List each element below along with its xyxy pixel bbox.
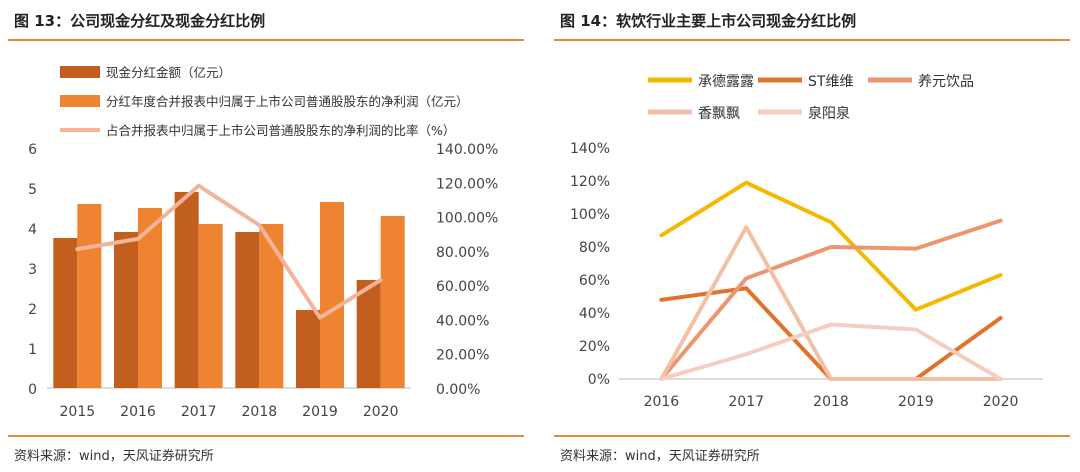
- x-tick-label: 2018: [813, 394, 849, 410]
- x-tick-label: 2020: [363, 404, 399, 420]
- y-tick-label: 1: [28, 342, 37, 358]
- x-tick-label: 2016: [644, 394, 680, 410]
- x-tick-label: 2017: [728, 394, 764, 410]
- x-tick-label: 2016: [120, 404, 156, 420]
- y-tick-label: 3: [28, 262, 37, 278]
- legend-label: 现金分红金额（亿元）: [106, 65, 231, 80]
- y2-tick-label: 140.00%: [436, 142, 498, 158]
- x-tick-label: 2019: [302, 404, 338, 420]
- legend-label: 承德露露: [698, 74, 754, 90]
- chart-title: 图 13：公司现金分红及现金分红比例: [14, 12, 266, 30]
- bar: [174, 192, 199, 388]
- bar: [235, 232, 260, 388]
- bar: [198, 224, 223, 388]
- bar: [77, 204, 102, 388]
- x-tick-label: 2017: [181, 404, 217, 420]
- source-note: 资料来源：wind，天风证券研究所: [14, 449, 214, 464]
- legend-label: 占合并报表中归属于上市公司普通股股东的净利润的比率（%）: [106, 123, 455, 138]
- y-tick-label: 60%: [579, 273, 610, 289]
- y2-tick-label: 0.00%: [436, 382, 480, 398]
- x-tick-label: 2020: [983, 394, 1019, 410]
- legend-swatch: [60, 66, 100, 78]
- y-tick-label: 40%: [579, 306, 610, 322]
- bar: [356, 280, 381, 388]
- y2-tick-label: 40.00%: [436, 313, 489, 329]
- industry-chart-panel: 图 14：软饮行业主要上市公司现金分红比例 承德露露 ST维维 养元饮品香飘飘 泉阳泉…: [546, 0, 1080, 472]
- y-tick-label: 80%: [579, 240, 610, 256]
- series-line: [659, 180, 1003, 312]
- legend-label: 香飘飘: [698, 106, 740, 122]
- y-tick-label: 5: [28, 182, 37, 198]
- legend-swatch: [60, 95, 100, 107]
- series-line: [659, 322, 1003, 381]
- y-tick-label: 2: [28, 302, 37, 318]
- y-tick-label: 6: [28, 142, 37, 158]
- y-tick-label: 0%: [588, 372, 610, 388]
- bar: [53, 238, 78, 388]
- series-line: [659, 218, 1003, 381]
- x-tick-label: 2019: [898, 394, 934, 410]
- y-tick-label: 140%: [570, 141, 610, 157]
- title-rule: [8, 39, 524, 41]
- footer-rule: [554, 435, 1070, 437]
- legend-label: 分红年度合并报表中归属于上市公司普通股股东的净利润（亿元）: [106, 94, 469, 109]
- legend-label: 泉阳泉: [808, 105, 850, 122]
- bar: [320, 202, 344, 388]
- y2-tick-label: 20.00%: [436, 348, 489, 364]
- x-tick-label: 2015: [60, 404, 96, 420]
- y-tick-label: 4: [28, 222, 37, 238]
- y2-tick-label: 120.00%: [436, 176, 498, 192]
- dividend-chart-panel: 图 13：公司现金分红及现金分红比例 现金分红金额（亿元） 分红年度合并报表中归属…: [8, 12, 524, 464]
- y-tick-label: 100%: [570, 207, 610, 223]
- y-tick-label: 20%: [579, 339, 610, 355]
- bar: [380, 216, 405, 388]
- dividend-chart: 现金分红金额（亿元） 分红年度合并报表中归属于上市公司普通股股东的净利润（亿元） 占…: [28, 65, 498, 420]
- legend-label: 养元饮品: [918, 74, 974, 90]
- series-line: [659, 225, 1003, 381]
- legend-label: ST维维: [808, 74, 853, 90]
- series-line: [75, 183, 383, 320]
- x-tick-label: 2018: [242, 404, 278, 420]
- footer-rule: [8, 435, 524, 437]
- y2-tick-label: 100.00%: [436, 211, 498, 227]
- y2-tick-label: 60.00%: [436, 279, 489, 295]
- bar: [114, 232, 138, 388]
- title-rule: [554, 39, 1070, 41]
- source-note: 资料来源：wind，天风证券研究所: [560, 449, 760, 464]
- y2-tick-label: 80.00%: [436, 245, 489, 261]
- y-tick-label: 120%: [570, 174, 610, 190]
- bar: [296, 310, 320, 388]
- bar: [259, 224, 284, 388]
- chart-title: 图 14：软饮行业主要上市公司现金分红比例: [560, 12, 857, 30]
- y-tick-label: 0: [28, 382, 37, 398]
